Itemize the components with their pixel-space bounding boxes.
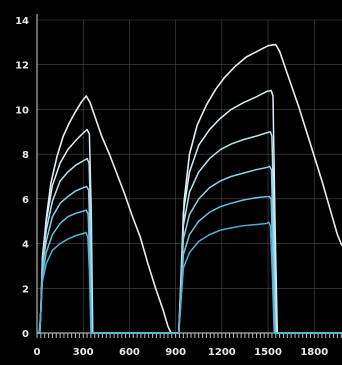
- x-tick-label: 300: [73, 347, 94, 358]
- x-tick-label: 600: [119, 347, 140, 358]
- y-tick-label: 10: [15, 105, 29, 116]
- y-tick-label: 12: [15, 61, 29, 72]
- x-tick-label: 0: [34, 347, 41, 358]
- grid: [37, 19, 342, 333]
- x-tick-label: 1500: [254, 347, 282, 358]
- x-tick-label: 1200: [208, 347, 236, 358]
- series-group: [37, 43, 342, 334]
- y-tick-label: 2: [22, 284, 29, 295]
- series-line-5: [37, 221, 342, 334]
- x-tick-label: 900: [165, 347, 186, 358]
- y-tick-label: 4: [22, 240, 29, 251]
- y-tick-label: 8: [22, 150, 29, 161]
- series-line-0: [37, 43, 342, 334]
- series-line-2: [37, 131, 342, 334]
- x-tick-label: 1800: [300, 347, 328, 358]
- y-tick-label: 0: [22, 329, 29, 340]
- tick-labels: 0 2 4 6 8 10 12 14 0 300 600 900 1200 1500 1800: [15, 16, 328, 358]
- y-tick-label: 14: [15, 16, 29, 27]
- y-tick-label: 6: [22, 195, 29, 206]
